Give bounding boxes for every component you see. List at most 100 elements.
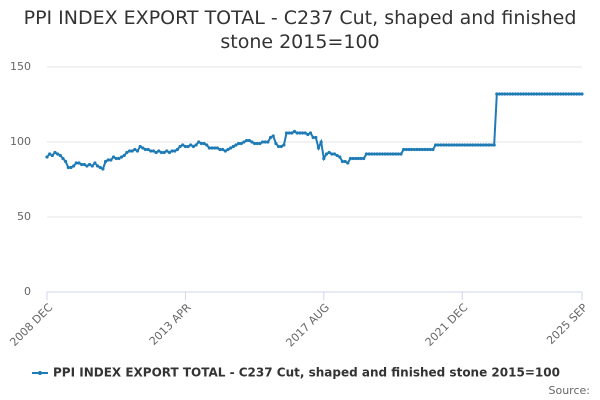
data-point — [521, 92, 526, 96]
data-point — [519, 92, 523, 96]
y-tick-label: 50 — [17, 210, 31, 223]
data-point — [489, 143, 494, 147]
data-point — [564, 92, 568, 96]
data-point — [167, 150, 172, 155]
data-point — [399, 152, 403, 156]
data-point — [268, 135, 273, 140]
data-point — [372, 152, 376, 156]
data-point — [487, 143, 491, 147]
data-point — [415, 147, 419, 152]
data-point — [239, 141, 243, 146]
data-point — [423, 147, 427, 152]
data-point — [362, 156, 366, 161]
data-point — [455, 143, 459, 147]
data-point — [162, 150, 166, 155]
data-point — [471, 143, 475, 147]
data-point — [479, 143, 483, 147]
x-tick-label: 2008 DEC — [7, 301, 55, 349]
data-point — [407, 147, 411, 152]
data-point — [492, 143, 496, 147]
data-point — [383, 152, 387, 156]
data-point — [316, 146, 321, 150]
data-point — [481, 143, 486, 147]
data-point — [503, 92, 507, 96]
data-point — [199, 141, 203, 146]
data-point — [292, 129, 297, 134]
data-point — [101, 167, 105, 171]
data-point — [119, 155, 124, 159]
data-point — [569, 92, 573, 96]
data-point — [151, 149, 156, 153]
data-point — [465, 143, 470, 147]
data-point — [106, 158, 110, 162]
data-point — [340, 159, 345, 164]
data-point — [173, 149, 177, 153]
data-point — [207, 146, 211, 150]
data-point — [300, 131, 305, 135]
data-point — [50, 153, 54, 158]
data-point — [428, 147, 432, 152]
data-point — [45, 155, 49, 159]
data-point — [391, 152, 395, 156]
data-point — [181, 143, 185, 147]
data-point — [367, 152, 371, 156]
data-point — [319, 140, 323, 144]
data-point — [114, 156, 118, 161]
data-point — [266, 140, 270, 144]
data-point — [380, 152, 384, 156]
data-point — [513, 92, 518, 96]
data-point — [213, 146, 217, 150]
data-point — [98, 165, 102, 170]
source: Source: — [549, 384, 591, 397]
data-point — [559, 92, 563, 96]
data-point — [439, 143, 443, 147]
data-point — [418, 147, 422, 152]
data-point — [412, 147, 416, 152]
y-tick-label: 0 — [24, 285, 31, 298]
data-point — [202, 141, 206, 146]
data-point — [332, 152, 337, 156]
data-point — [540, 92, 544, 96]
data-point — [364, 152, 369, 156]
data-point — [82, 162, 86, 167]
data-point — [154, 150, 158, 155]
data-point — [221, 147, 225, 152]
data-point — [205, 143, 209, 147]
data-point — [229, 146, 233, 150]
data-point — [95, 164, 100, 168]
x-tick-label: 2021 DEC — [423, 301, 471, 349]
x-tick-label: 2017 AUG — [284, 301, 333, 350]
data-point — [122, 153, 126, 158]
data-point — [130, 149, 134, 153]
data-point — [404, 147, 408, 152]
legend-label: PPI INDEX EXPORT TOTAL - C237 Cut, shape… — [53, 366, 560, 380]
data-point — [159, 150, 164, 155]
data-point — [189, 143, 193, 147]
data-point — [548, 92, 552, 96]
data-point — [64, 159, 68, 164]
data-point — [468, 143, 472, 147]
data-point — [282, 143, 286, 147]
data-point — [80, 162, 84, 167]
data-point — [511, 92, 515, 96]
data-point — [356, 156, 361, 161]
data-point — [143, 147, 148, 152]
data-point — [311, 135, 315, 140]
data-point — [109, 158, 113, 162]
data-point — [215, 146, 219, 150]
data-point — [335, 153, 339, 158]
data-point — [529, 92, 534, 96]
data-point — [457, 143, 462, 147]
data-point — [303, 131, 307, 135]
data-point — [138, 144, 142, 149]
data-point — [279, 144, 283, 149]
data-point — [327, 150, 331, 155]
data-point — [56, 152, 60, 156]
data-point — [234, 143, 238, 147]
data-point — [271, 134, 275, 138]
data-point — [441, 143, 446, 147]
data-point — [324, 152, 329, 156]
data-point — [298, 131, 302, 135]
